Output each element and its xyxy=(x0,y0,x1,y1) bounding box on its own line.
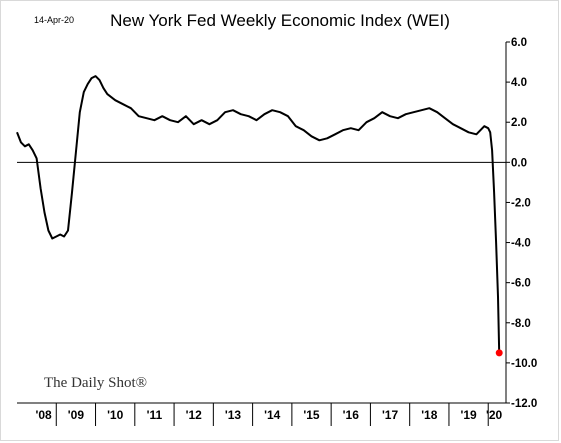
y-tick-label: 2.0 xyxy=(511,117,527,129)
y-tick-label: -10.0 xyxy=(511,358,537,370)
x-tick-label: '10 xyxy=(107,408,124,422)
chart-date: 14-Apr-20 xyxy=(34,15,74,25)
x-tick-label: '16 xyxy=(343,408,360,422)
x-tick-label: '14 xyxy=(264,408,281,422)
x-tick-label: '17 xyxy=(382,408,399,422)
x-tick-label: '15 xyxy=(303,408,320,422)
y-tick-label: -12.0 xyxy=(511,398,537,410)
x-tick-label: '19 xyxy=(460,408,477,422)
brand-watermark: The Daily Shot® xyxy=(44,375,147,391)
x-tick-label: '13 xyxy=(225,408,242,422)
x-tick-label: '11 xyxy=(147,408,163,422)
y-tick-label: 0.0 xyxy=(511,157,527,169)
chart-title: New York Fed Weekly Economic Index (WEI) xyxy=(110,11,450,30)
x-tick-label: '18 xyxy=(421,408,438,422)
y-tick-label: -6.0 xyxy=(511,278,531,290)
y-tick-label: 6.0 xyxy=(511,37,527,49)
y-tick-label: 4.0 xyxy=(511,77,527,89)
x-tick-label: '12 xyxy=(186,408,203,422)
y-axis: 6.0 4.0 2.0 0.0 -2.0 -4.0 -6.0 -8.0 -10.0 -12.0 xyxy=(505,37,537,410)
wei-series-line xyxy=(16,75,501,353)
x-tick-label: '20 xyxy=(486,408,503,422)
latest-value-marker xyxy=(495,349,503,357)
x-tick-label: '09 xyxy=(68,408,85,422)
y-tick-label: -4.0 xyxy=(511,238,531,250)
y-tick-label: -8.0 xyxy=(511,318,531,330)
y-tick-label: -2.0 xyxy=(511,197,531,209)
x-tick-label: '08 xyxy=(36,408,53,422)
x-axis: '08 '09 '10 '11 '12 '13 '14 '15 '16 '17 '18 '19 '20 xyxy=(17,402,506,426)
